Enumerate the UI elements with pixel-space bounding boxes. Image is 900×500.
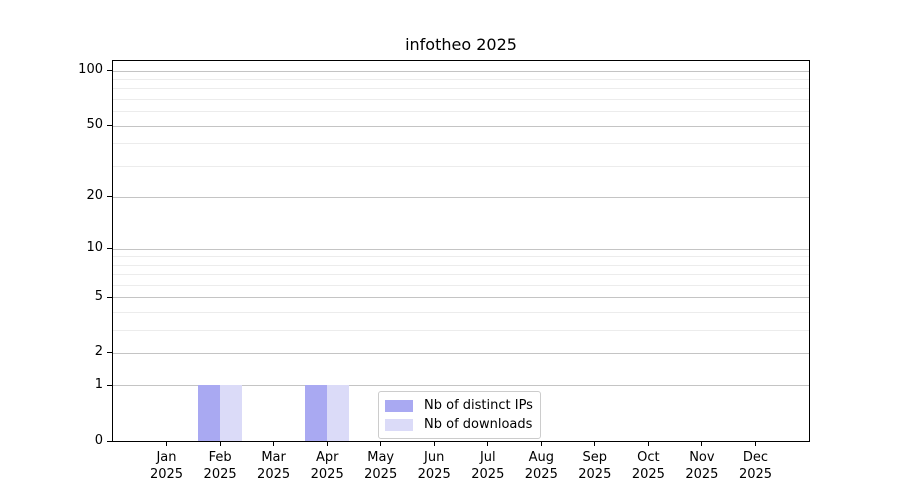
y-tick-label: 20: [86, 188, 103, 204]
y-tick-label: 100: [78, 62, 103, 78]
x-tick-label: Feb 2025: [188, 449, 252, 483]
x-tick-month: Apr: [315, 450, 339, 465]
y-tick-mark: [107, 352, 112, 354]
x-tick-year: 2025: [417, 467, 451, 482]
x-tick-month: Mar: [261, 450, 286, 465]
x-tick-month: Dec: [742, 450, 769, 465]
x-tick-month: Oct: [637, 450, 660, 465]
y-tick-mark: [107, 248, 112, 250]
x-tick-mark: [219, 442, 221, 446]
x-tick-label: Nov 2025: [670, 449, 734, 483]
major-gridline: [113, 248, 809, 250]
minor-gridline: [113, 264, 809, 266]
major-gridline: [113, 297, 809, 299]
x-tick-label: Jan 2025: [135, 449, 199, 483]
y-tick-mark: [107, 384, 112, 386]
major-gridline: [113, 125, 809, 127]
legend-label-distinct-ips: Nb of distinct IPs: [424, 398, 533, 413]
x-tick-month: Nov: [689, 450, 715, 465]
x-tick-mark: [755, 442, 756, 446]
x-tick-mark: [487, 442, 489, 446]
minor-gridline: [113, 311, 809, 313]
x-tick-label: Jun 2025: [402, 449, 466, 483]
x-tick-month: Sep: [582, 450, 608, 465]
legend: Nb of distinct IPs Nb of downloads: [378, 391, 541, 439]
x-tick-label: Mar 2025: [242, 449, 306, 483]
y-tick-mark: [107, 125, 112, 126]
y-tick-mark: [107, 296, 112, 298]
x-tick-year: 2025: [257, 467, 291, 482]
x-tick-month: Jan: [156, 450, 177, 465]
y-tick-label: 0: [94, 432, 103, 448]
y-tick-mark: [107, 440, 112, 442]
x-tick-year: 2025: [685, 467, 719, 482]
bar-distinct-ips-apr-2025: [305, 385, 328, 441]
x-tick-mark: [594, 442, 596, 446]
legend-swatch-distinct-ips-icon: [385, 399, 413, 412]
x-tick-label: Dec 2025: [724, 449, 788, 483]
y-tick-mark: [107, 70, 112, 72]
major-gridline: [113, 70, 809, 72]
bar-distinct-ips-feb-2025: [198, 385, 221, 441]
x-tick-mark: [166, 442, 167, 446]
x-tick-year: 2025: [524, 467, 558, 482]
minor-gridline: [113, 165, 809, 167]
legend-item-distinct-ips: Nb of distinct IPs: [385, 397, 533, 414]
minor-gridline: [113, 111, 809, 113]
minor-gridline: [113, 274, 809, 276]
minor-gridline: [113, 329, 809, 331]
x-tick-label: Oct 2025: [616, 449, 680, 483]
x-tick-year: 2025: [631, 467, 665, 482]
minor-gridline: [113, 284, 809, 286]
major-gridline: [113, 196, 809, 198]
minor-gridline: [113, 88, 809, 90]
bar-downloads-feb-2025: [220, 385, 243, 441]
minor-gridline: [113, 99, 809, 100]
bar-downloads-apr-2025: [327, 385, 350, 441]
major-gridline: [113, 352, 809, 354]
x-tick-year: 2025: [471, 467, 505, 482]
x-tick-label: Aug 2025: [509, 449, 573, 483]
x-tick-label: May 2025: [349, 449, 413, 483]
minor-gridline: [113, 256, 809, 258]
y-tick-label: 2: [94, 344, 103, 360]
y-tick-label: 5: [94, 288, 103, 304]
y-tick-label: 50: [86, 117, 103, 132]
x-tick-year: 2025: [310, 467, 344, 482]
plot-area: [112, 60, 810, 442]
minor-gridline: [113, 79, 809, 81]
x-tick-month: Aug: [528, 450, 554, 465]
x-tick-label: Apr 2025: [295, 449, 359, 483]
x-tick-month: Jun: [424, 450, 445, 465]
chart-title: infotheo 2025: [405, 35, 517, 54]
legend-swatch-downloads-icon: [385, 418, 413, 431]
legend-label-downloads: Nb of downloads: [424, 417, 533, 432]
x-tick-mark: [701, 442, 703, 446]
y-tick-mark: [107, 196, 112, 198]
x-tick-year: 2025: [738, 467, 773, 482]
x-tick-month: Jul: [479, 450, 496, 465]
x-tick-year: 2025: [578, 467, 612, 482]
x-tick-mark: [647, 442, 649, 446]
y-tick-label: 1: [94, 376, 103, 392]
x-tick-mark: [326, 442, 328, 446]
x-tick-mark: [433, 442, 435, 446]
legend-item-downloads: Nb of downloads: [385, 416, 533, 433]
major-gridline: [113, 385, 809, 387]
x-tick-mark: [540, 442, 542, 446]
x-tick-mark: [380, 442, 382, 446]
x-tick-year: 2025: [149, 467, 184, 482]
x-tick-label: Sep 2025: [563, 449, 627, 483]
y-tick-label: 10: [86, 240, 103, 256]
x-tick-year: 2025: [203, 467, 237, 482]
x-tick-mark: [273, 442, 275, 446]
x-tick-label: Jul 2025: [456, 449, 520, 483]
x-tick-month: May: [367, 450, 395, 465]
minor-gridline: [113, 143, 809, 144]
x-tick-year: 2025: [364, 467, 398, 482]
x-tick-month: Feb: [208, 450, 232, 465]
